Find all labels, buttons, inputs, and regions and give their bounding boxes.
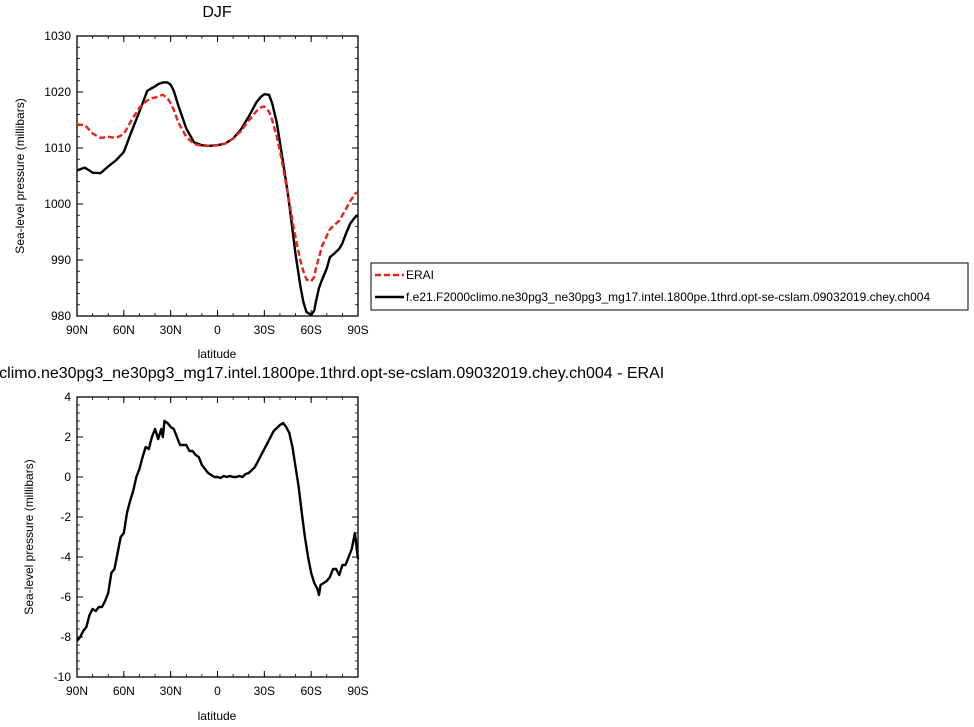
top-x-axis-label: latitude xyxy=(198,347,237,361)
bottom-plot-frame xyxy=(76,396,359,678)
bottom-x-tick-label: 90S xyxy=(347,684,368,698)
top-x-tick-label: 0 xyxy=(214,323,221,337)
legend-label-erai: ERAI xyxy=(406,268,434,282)
top-x-tick-label: 30N xyxy=(160,323,182,337)
bottom-series-line-0 xyxy=(76,419,360,642)
top-x-axis: 90N 60N 30N 0 30S 60S 90S xyxy=(66,36,369,337)
bottom-chart: -10 -8 -6 -4 -2 0 2 4 90N 60N 30N 0 30S 60S 90S xyxy=(54,390,369,698)
bottom-y-tick-label: 0 xyxy=(64,470,71,484)
legend: ERAI f.e21.F2000climo.ne30pg3_ne30pg3_mg… xyxy=(370,262,969,311)
top-series-line-1 xyxy=(76,81,359,317)
bottom-series-lines xyxy=(76,419,360,642)
bottom-y-tick-label: 2 xyxy=(64,430,71,444)
bottom-x-axis: 90N 60N 30N 0 30S 60S 90S xyxy=(66,397,369,698)
top-y-tick-label: 1030 xyxy=(44,29,71,43)
bottom-x-tick-label: 60N xyxy=(113,684,135,698)
top-series-lines xyxy=(76,81,359,317)
bottom-y-axis-label: Sea-level pressure (millibars) xyxy=(22,459,36,614)
bottom-y-axis: -10 -8 -6 -4 -2 0 2 4 xyxy=(54,390,358,684)
top-y-axis-label: Sea-level pressure (millibars) xyxy=(13,98,27,253)
bottom-x-tick-label: 60S xyxy=(300,684,321,698)
legend-box xyxy=(370,262,969,311)
top-x-tick-label: 30S xyxy=(254,323,275,337)
bottom-x-tick-label: 30S xyxy=(254,684,275,698)
legend-label-model: f.e21.F2000climo.ne30pg3_ne30pg3_mg17.in… xyxy=(406,290,930,304)
bottom-x-tick-label: 30N xyxy=(160,684,182,698)
top-y-tick-label: 1010 xyxy=(44,141,71,155)
bottom-y-tick-label: -2 xyxy=(60,510,71,524)
bottom-chart-title: f.e21.F2000climo.ne30pg3_ne30pg3_mg17.in… xyxy=(0,365,664,382)
top-y-tick-label: 1000 xyxy=(44,197,71,211)
bottom-y-tick-label: -4 xyxy=(60,550,71,564)
top-y-tick-label: 990 xyxy=(51,253,71,267)
top-chart-title: DJF xyxy=(202,4,232,21)
bottom-y-tick-label: 4 xyxy=(64,390,71,404)
top-y-tick-label: 980 xyxy=(51,309,71,323)
top-x-tick-label: 90N xyxy=(66,323,88,337)
top-x-tick-label: 60N xyxy=(113,323,135,337)
bottom-x-tick-label: 90N xyxy=(66,684,88,698)
bottom-x-axis-label: latitude xyxy=(198,709,237,723)
top-x-tick-label: 90S xyxy=(347,323,368,337)
top-x-tick-label: 60S xyxy=(300,323,321,337)
bottom-y-tick-label: -6 xyxy=(60,590,71,604)
bottom-x-tick-label: 0 xyxy=(214,684,221,698)
bottom-y-tick-label: -8 xyxy=(60,630,71,644)
top-series-line-0 xyxy=(76,93,359,283)
top-y-axis: 980 990 1000 1010 1020 1030 xyxy=(44,29,358,323)
top-y-tick-label: 1020 xyxy=(44,85,71,99)
bottom-y-tick-label: -10 xyxy=(54,670,72,684)
top-plot-frame xyxy=(76,35,359,317)
